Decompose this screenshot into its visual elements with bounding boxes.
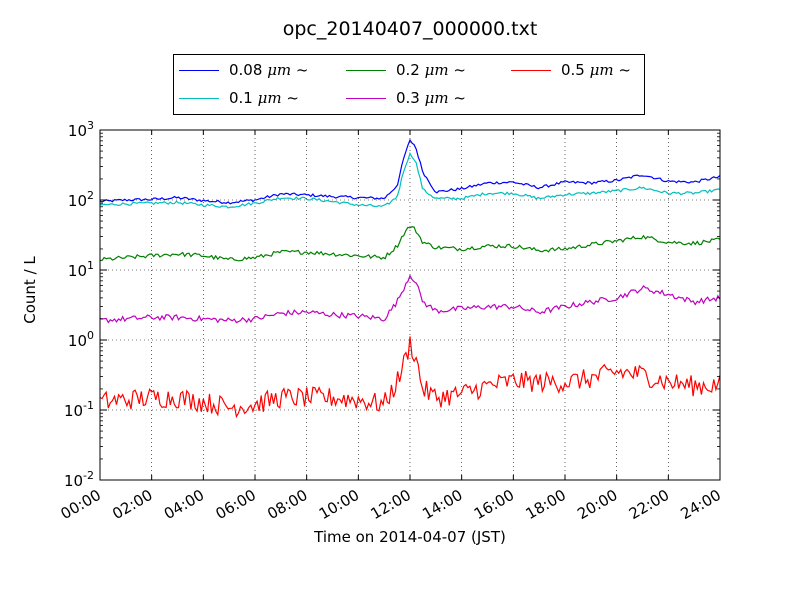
legend-swatch [511,69,551,71]
series-line-4 [99,336,721,419]
x-tick-label: 04:00 [161,486,207,523]
series-layer [99,138,721,419]
legend-swatch [179,97,219,99]
series-line-0 [99,138,721,205]
y-tick-label: 103 [68,119,94,140]
x-tick-label: 16:00 [471,486,517,523]
legend-label: 0.3 μm ~ [396,89,466,107]
grid-lines [100,130,720,480]
chart-title: opc_20140407_000000.txt [282,18,538,40]
y-tick-label: 101 [68,259,94,280]
legend-item-0-08: 0.08 μm ~ [179,60,309,80]
series-line-3 [99,274,721,324]
legend-item-0-5: 0.5 μm ~ [511,60,631,80]
x-tick-label: 02:00 [109,486,155,523]
legend-item-0-3: 0.3 μm ~ [346,88,466,108]
x-tick-label: 00:00 [58,486,104,523]
legend-swatch [346,69,386,71]
legend-item-0-2: 0.2 μm ~ [346,60,466,80]
legend-label: 0.5 μm ~ [561,61,631,79]
legend-swatch [179,69,219,71]
y-tick-label: 10-1 [64,399,94,420]
x-tick-label: 14:00 [419,486,465,523]
x-axis-label: Time on 2014-04-07 (JST) [314,528,506,546]
x-tick-label: 12:00 [368,486,414,523]
x-tick-label: 20:00 [574,486,620,523]
x-tick-label: 10:00 [316,486,362,523]
y-axis-label: Count / L [21,256,39,324]
axis-ticks: 00:00 02:00 04:00 06:00 08:00 10:00 12:00 14:00… [58,119,724,523]
x-tick-label: 06:00 [213,486,259,523]
series-line-1 [99,151,721,209]
legend-label: 0.1 μm ~ [229,89,299,107]
legend-swatch [346,97,386,99]
y-tick-label: 100 [68,329,94,350]
x-tick-label: 08:00 [264,486,310,523]
series-line-2 [99,226,721,262]
legend: 0.08 μm ~ 0.2 μm ~ 0.5 μm ~ 0.1 μm ~ 0.3… [173,54,645,115]
y-tick-label: 102 [68,189,94,210]
y-tick-label: 10-2 [64,469,94,490]
legend-item-0-1: 0.1 μm ~ [179,88,299,108]
x-tick-label: 22:00 [626,486,672,523]
legend-label: 0.08 μm ~ [229,61,309,79]
x-tick-label: 24:00 [678,486,724,523]
legend-label: 0.2 μm ~ [396,61,466,79]
x-tick-label: 18:00 [523,486,569,523]
